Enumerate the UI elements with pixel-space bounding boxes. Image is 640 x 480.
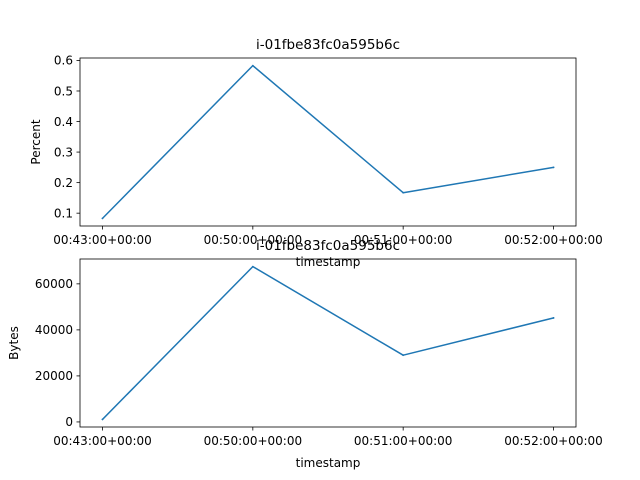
series-line <box>101 64 555 220</box>
y-tick-label: 60000 <box>35 277 73 291</box>
data-point <box>101 217 104 220</box>
y-tick-label: 0.5 <box>54 84 73 98</box>
y-tick-label: 0.1 <box>54 206 73 220</box>
x-tick-label: 00:51:00+00:00 <box>354 233 453 247</box>
y-tick-label: 0.4 <box>54 115 73 129</box>
y-tick-label: 0.6 <box>54 54 73 68</box>
chart-title: i-01fbe83fc0a595b6c <box>256 37 400 53</box>
x-axis-label: timestamp <box>296 255 361 269</box>
data-point <box>251 64 254 67</box>
axes-frame <box>79 258 577 428</box>
x-tick-label: 00:52:00+00:00 <box>504 434 603 448</box>
y-axis-label: Percent <box>29 119 43 164</box>
x-tick-label: 00:50:00+00:00 <box>204 233 303 247</box>
axes-frame <box>79 57 577 227</box>
chart-title: i-01fbe83fc0a595b6c <box>256 238 400 254</box>
data-point <box>402 354 405 357</box>
x-tick-label: 00:51:00+00:00 <box>354 434 453 448</box>
data-point <box>402 191 405 194</box>
data-point <box>552 166 555 169</box>
data-point <box>251 265 254 268</box>
x-tick-label: 00:43:00+00:00 <box>53 233 152 247</box>
y-tick-label: 20000 <box>35 369 73 383</box>
y-tick-label: 40000 <box>35 323 73 337</box>
series-line <box>101 265 555 421</box>
data-point <box>101 418 104 421</box>
y-tick-label: 0 <box>65 415 73 429</box>
x-tick-label: 00:50:00+00:00 <box>204 434 303 448</box>
x-tick-label: 00:43:00+00:00 <box>53 434 152 448</box>
chart-2: i-01fbe83fc0a595b6c 0 20000 40000 60000 00:43… <box>7 238 603 470</box>
x-axis-label: timestamp <box>296 456 361 470</box>
y-tick-label: 0.3 <box>54 145 73 159</box>
data-point <box>552 317 555 319</box>
y-axis-label: Bytes <box>7 326 21 360</box>
chart-1: i-01fbe83fc0a595b6c 0.1 0.2 0.3 0.4 0.5 0.6 00:… <box>29 37 603 269</box>
x-tick-label: 00:52:00+00:00 <box>504 233 603 247</box>
y-tick-label: 0.2 <box>54 176 73 190</box>
